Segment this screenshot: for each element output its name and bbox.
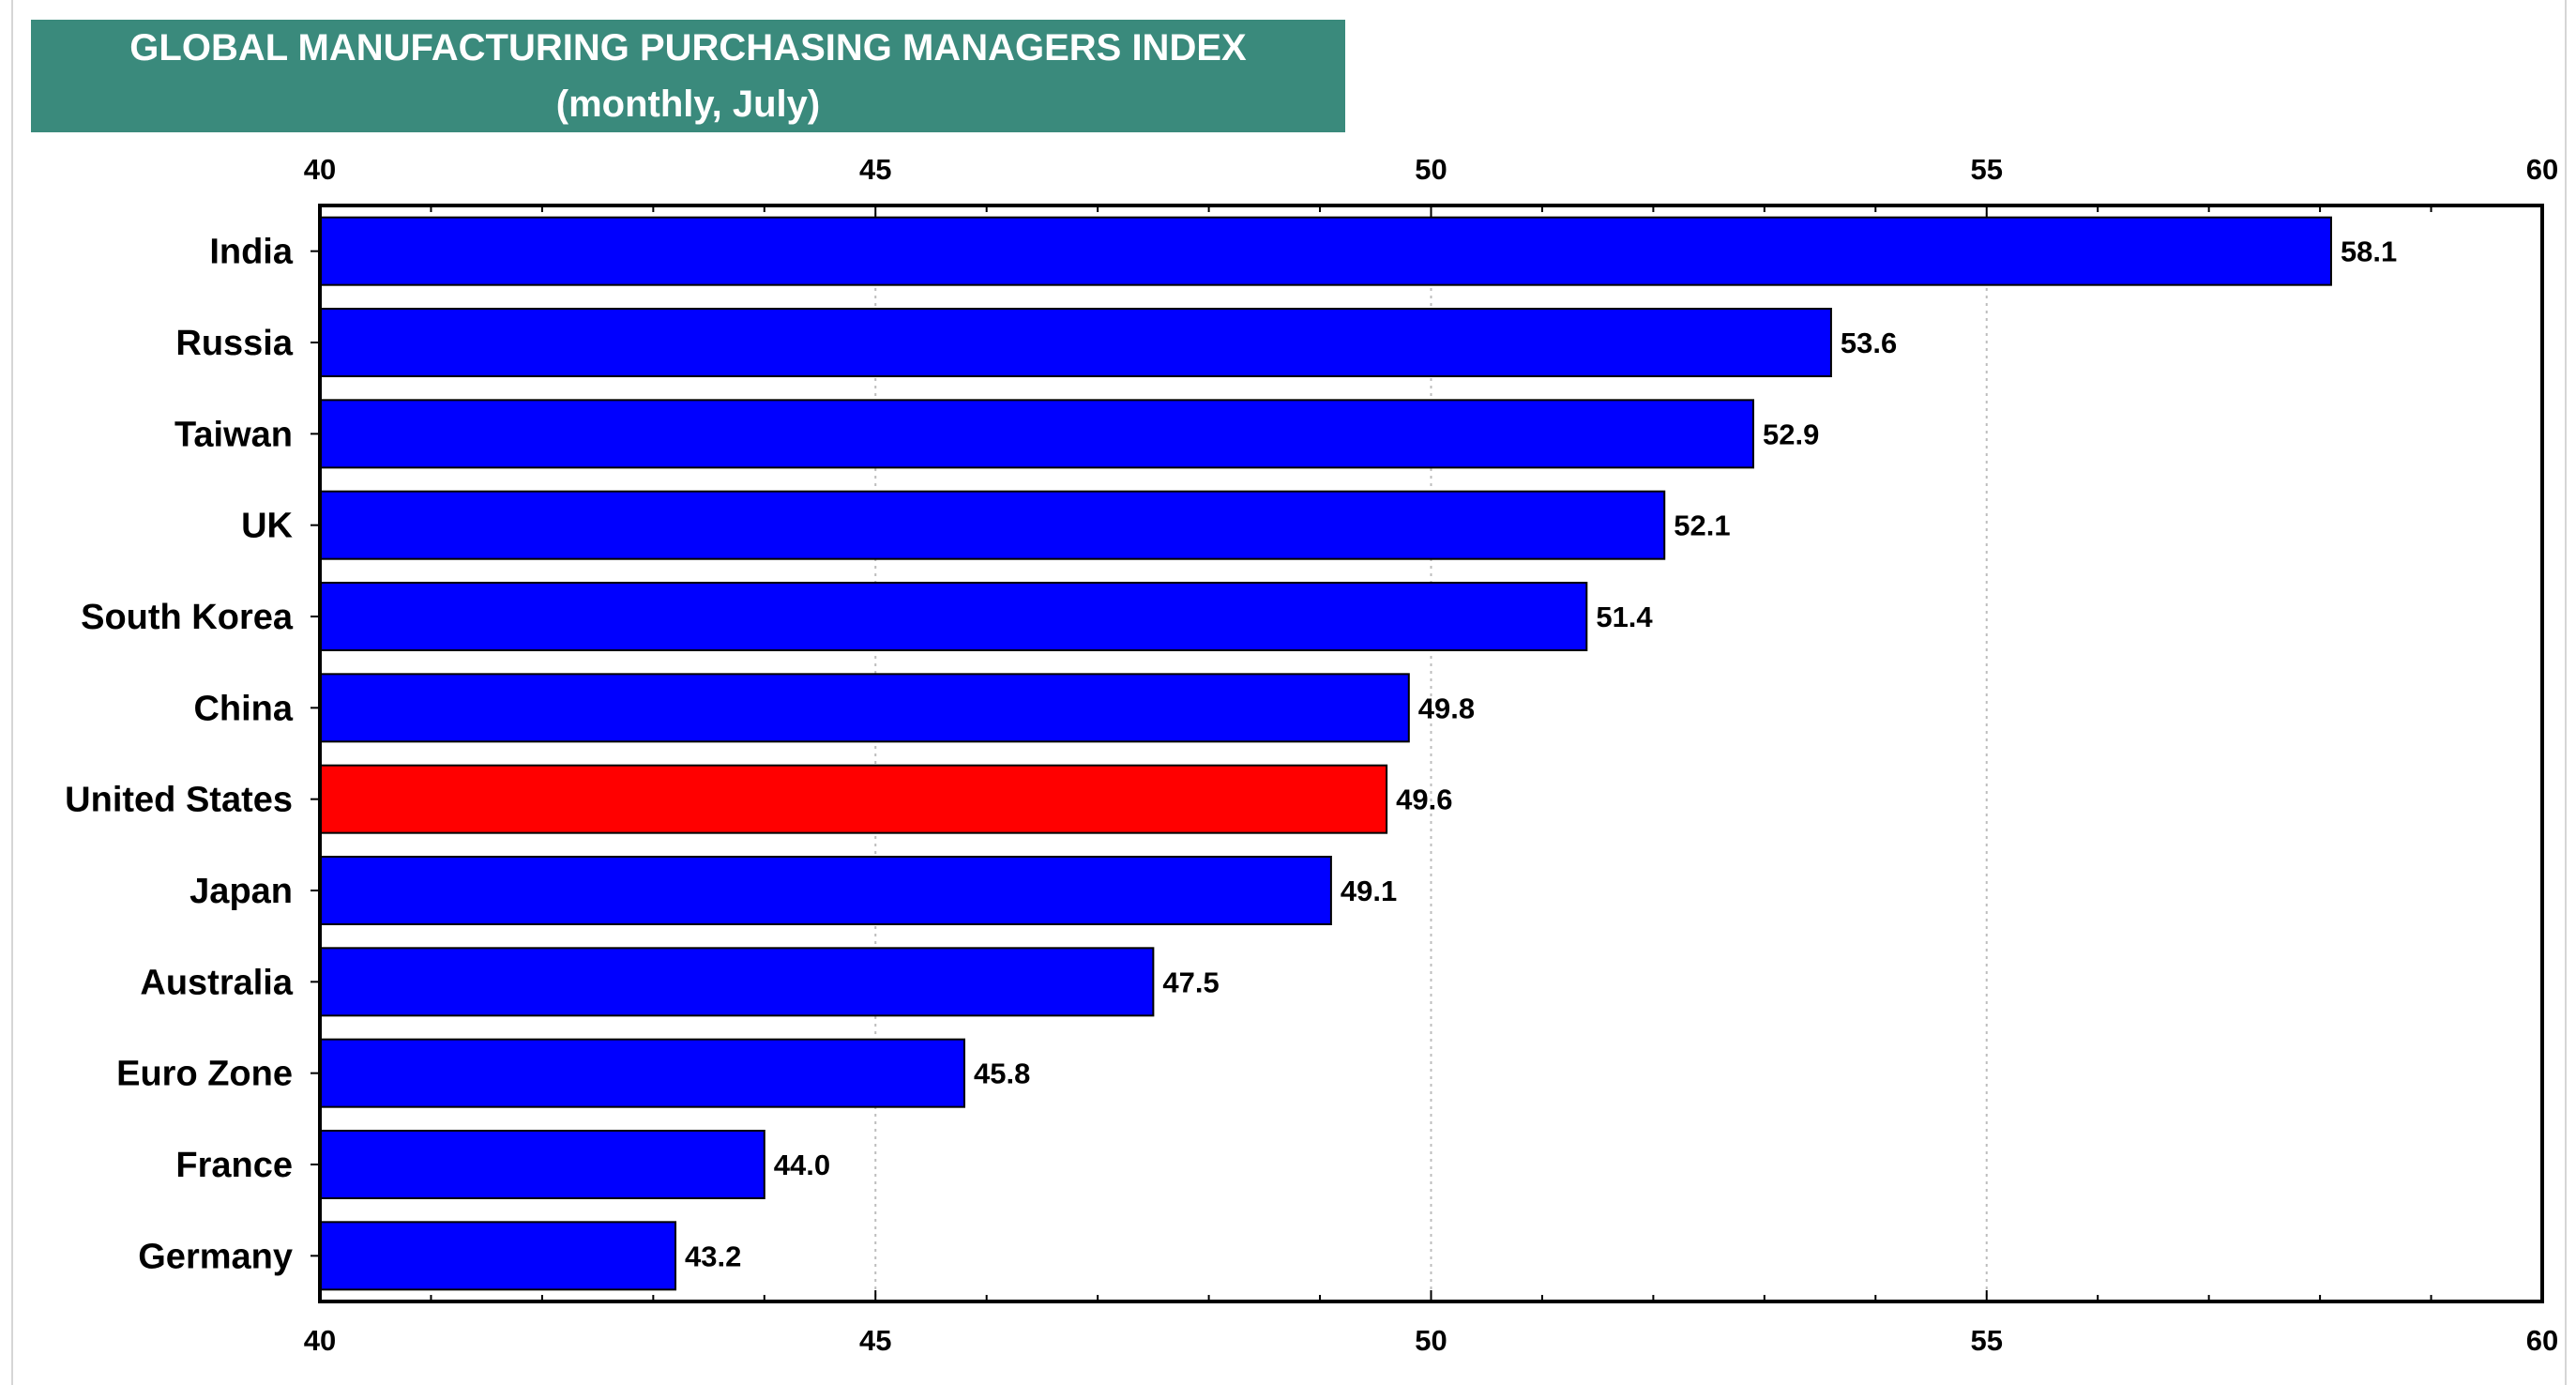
value-label: 49.8 <box>1418 692 1475 724</box>
value-label: 49.6 <box>1396 784 1452 816</box>
value-label: 49.1 <box>1341 875 1397 907</box>
value-label: 52.1 <box>1674 510 1730 542</box>
category-label: France <box>175 1146 293 1185</box>
x-tick-label-top: 60 <box>2526 153 2558 186</box>
category-label: South Korea <box>81 598 294 637</box>
bar <box>319 399 1755 469</box>
category-label: Germany <box>138 1237 293 1276</box>
bar <box>319 947 1155 1017</box>
x-tick-label-bottom: 40 <box>304 1324 336 1357</box>
chart-title: GLOBAL MANUFACTURING PURCHASING MANAGERS… <box>129 27 1247 68</box>
bar <box>319 764 1388 834</box>
x-tick-label-bottom: 50 <box>1415 1324 1447 1357</box>
chart-title-box: GLOBAL MANUFACTURING PURCHASING MANAGERS… <box>31 20 1345 132</box>
category-label: UK <box>241 507 293 546</box>
category-label: United States <box>65 781 293 820</box>
value-label: 45.8 <box>974 1058 1030 1090</box>
x-tick-label-bottom: 45 <box>859 1324 891 1357</box>
bar <box>319 1221 677 1291</box>
bar <box>319 673 1410 743</box>
value-label: 53.6 <box>1841 327 1897 359</box>
x-tick-label-top: 40 <box>304 153 336 186</box>
category-label: Russia <box>175 324 293 363</box>
chart-frame <box>11 0 2567 1385</box>
category-label: China <box>193 689 293 728</box>
category-label: Euro Zone <box>116 1055 293 1094</box>
bar <box>319 308 1832 377</box>
bar <box>319 1038 966 1108</box>
category-label: Australia <box>140 963 293 1002</box>
category-label: Taiwan <box>174 415 293 454</box>
value-label: 47.5 <box>1162 966 1219 998</box>
x-tick-label-top: 50 <box>1415 153 1447 186</box>
bar <box>319 1130 765 1199</box>
x-tick-label-bottom: 55 <box>1971 1324 2003 1357</box>
x-tick-label-top: 55 <box>1971 153 2003 186</box>
bar <box>319 856 1332 925</box>
chart-subtitle: (monthly, July) <box>555 84 821 125</box>
bar <box>319 490 1666 560</box>
category-label: India <box>209 233 294 272</box>
plot-border <box>318 204 2544 1303</box>
bar <box>319 582 1588 651</box>
x-tick-label-bottom: 60 <box>2526 1324 2558 1357</box>
category-label: Japan <box>189 872 293 911</box>
bar <box>319 216 2332 286</box>
value-label: 52.9 <box>1763 418 1819 450</box>
value-label: 44.0 <box>774 1149 830 1181</box>
value-label: 51.4 <box>1596 601 1653 633</box>
value-label: 43.2 <box>685 1240 741 1272</box>
x-tick-label-top: 45 <box>859 153 891 186</box>
value-label: 58.1 <box>2341 236 2397 268</box>
